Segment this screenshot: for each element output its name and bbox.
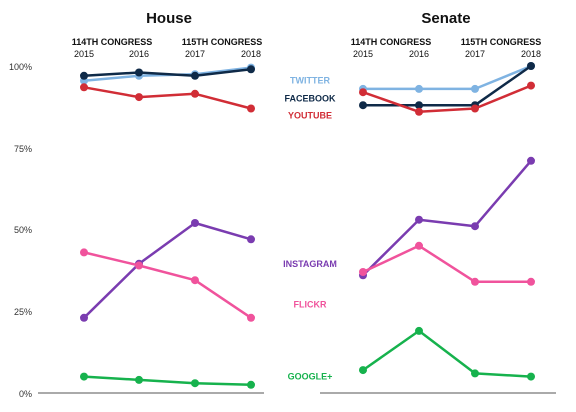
senate-plot-area bbox=[359, 62, 535, 381]
data-point-youtube bbox=[191, 89, 199, 98]
series-line-instagram bbox=[362, 159, 532, 277]
data-point-instagram bbox=[80, 313, 88, 322]
data-point-flickr bbox=[527, 277, 535, 286]
congress-label: 114TH CONGRESS bbox=[351, 37, 432, 47]
series-label-instagram: INSTAGRAM bbox=[283, 259, 337, 269]
data-point-google bbox=[359, 366, 367, 375]
series-line-facebook bbox=[363, 64, 532, 107]
house-plot-area bbox=[80, 63, 255, 389]
data-point-instagram bbox=[247, 235, 255, 244]
series-line-google bbox=[362, 329, 532, 378]
data-point-flickr bbox=[191, 276, 199, 285]
data-point-instagram bbox=[471, 222, 479, 231]
data-point-facebook bbox=[191, 71, 199, 80]
congress-label: 115TH CONGRESS bbox=[461, 37, 542, 47]
data-point-youtube bbox=[135, 93, 143, 102]
series-label-facebook: FACEBOOK bbox=[284, 94, 336, 104]
series-labels: TWITTER FACEBOOK YOUTUBE INSTAGRAM FLICKR GOO… bbox=[283, 76, 337, 382]
data-point-facebook bbox=[135, 68, 143, 77]
y-tick-label: 25% bbox=[14, 307, 32, 317]
series-line-youtube bbox=[362, 84, 532, 114]
house-title: House bbox=[146, 10, 192, 27]
data-point-flickr bbox=[80, 248, 88, 257]
x-tick-label: 2018 bbox=[241, 49, 261, 59]
data-point-youtube bbox=[80, 83, 88, 92]
data-point-instagram bbox=[527, 156, 535, 165]
series-line-youtube bbox=[83, 86, 252, 110]
data-point-google bbox=[80, 372, 88, 381]
x-tick-label: 2017 bbox=[185, 49, 205, 59]
series-label-flickr: FLICKR bbox=[294, 300, 327, 310]
data-point-youtube bbox=[527, 81, 535, 90]
series-line-flickr bbox=[362, 244, 531, 284]
y-tick-label: 100% bbox=[9, 62, 32, 72]
series-line-google bbox=[83, 375, 252, 387]
series-line-flickr bbox=[83, 251, 252, 319]
y-tick-label: 0% bbox=[19, 389, 32, 399]
series-label-youtube: YOUTUBE bbox=[288, 111, 332, 121]
data-point-facebook bbox=[80, 71, 88, 80]
data-point-flickr bbox=[359, 268, 367, 276]
data-point-twitter bbox=[471, 84, 479, 93]
data-point-google bbox=[135, 375, 143, 384]
data-point-google bbox=[415, 326, 423, 335]
x-tick-label: 2015 bbox=[353, 49, 373, 59]
data-point-flickr bbox=[135, 261, 143, 270]
series-label-google: GOOGLE+ bbox=[288, 372, 333, 382]
x-tick-label: 2016 bbox=[409, 49, 429, 59]
data-point-youtube bbox=[359, 88, 367, 97]
data-point-flickr bbox=[415, 241, 423, 250]
congress-label: 114TH CONGRESS bbox=[72, 37, 153, 47]
data-point-facebook bbox=[527, 62, 535, 70]
x-tick-label: 2018 bbox=[521, 49, 541, 59]
series-line-instagram bbox=[83, 221, 252, 319]
data-point-youtube bbox=[247, 104, 255, 113]
data-point-facebook bbox=[415, 101, 423, 110]
data-point-google bbox=[471, 369, 479, 378]
data-point-facebook bbox=[247, 65, 255, 74]
x-tick-label: 2015 bbox=[74, 49, 94, 59]
data-point-flickr bbox=[471, 277, 479, 286]
house-panel: House 114TH CONGRESS 115TH CONGRESS 2015… bbox=[72, 10, 263, 389]
y-axis: 100% 75% 50% 25% 0% bbox=[9, 62, 32, 399]
data-point-facebook bbox=[359, 101, 367, 110]
y-tick-label: 50% bbox=[14, 225, 32, 235]
senate-title: Senate bbox=[421, 10, 470, 27]
y-tick-label: 75% bbox=[14, 144, 32, 154]
x-tick-label: 2017 bbox=[465, 49, 485, 59]
x-tick-label: 2016 bbox=[129, 49, 149, 59]
senate-panel: Senate 114TH CONGRESS 115TH CONGRESS 201… bbox=[351, 10, 542, 381]
series-label-twitter: TWITTER bbox=[290, 76, 330, 86]
data-point-youtube bbox=[471, 104, 479, 113]
series-line-twitter bbox=[363, 64, 532, 91]
data-point-twitter bbox=[415, 84, 423, 93]
data-point-google bbox=[527, 372, 535, 381]
data-point-google bbox=[247, 380, 255, 389]
series-line-facebook bbox=[83, 68, 252, 78]
data-point-instagram bbox=[191, 219, 199, 227]
data-point-flickr bbox=[247, 313, 255, 322]
congress-label: 115TH CONGRESS bbox=[182, 37, 263, 47]
data-point-youtube bbox=[415, 107, 423, 116]
data-point-google bbox=[191, 379, 199, 388]
data-point-instagram bbox=[415, 215, 423, 224]
